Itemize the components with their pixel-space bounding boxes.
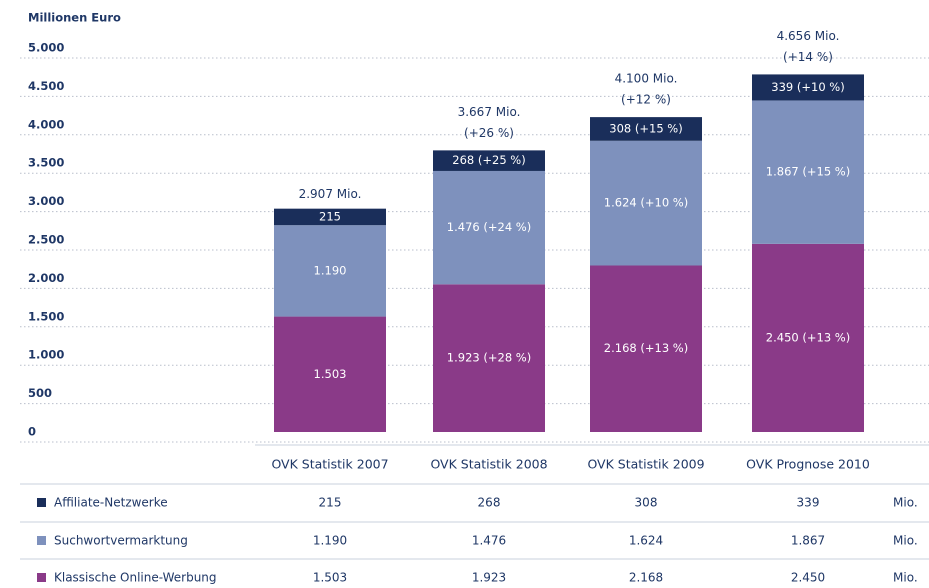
bar-value-label: 1.624 (+10 %) bbox=[604, 196, 688, 210]
table-value: 339 bbox=[797, 496, 820, 510]
x-tick-label: OVK Prognose 2010 bbox=[746, 457, 870, 472]
total-label: 4.656 Mio. bbox=[777, 29, 840, 43]
bar-value-label: 1.476 (+24 %) bbox=[447, 220, 531, 234]
bar-segment bbox=[590, 140, 702, 266]
total-label: 4.100 Mio. bbox=[615, 72, 678, 86]
bar-value-label: 308 (+15 %) bbox=[609, 121, 682, 135]
y-tick-label: 3.000 bbox=[28, 194, 64, 208]
legend-swatch bbox=[37, 536, 46, 545]
bar-segment bbox=[590, 117, 702, 141]
legend-label: Klassische Online-Werbung bbox=[54, 571, 217, 585]
y-tick-label: 1.000 bbox=[28, 348, 64, 362]
table-unit: Mio. bbox=[893, 534, 918, 548]
table-value: 1.624 bbox=[629, 534, 663, 548]
table-value: 2.450 bbox=[791, 571, 825, 585]
table-unit: Mio. bbox=[893, 496, 918, 510]
y-tick-label: 2.500 bbox=[28, 233, 64, 247]
x-tick-label: OVK Statistik 2008 bbox=[430, 457, 547, 472]
table-unit: Mio. bbox=[893, 571, 918, 585]
bar-segment bbox=[274, 316, 386, 432]
bar-segment bbox=[433, 150, 545, 171]
y-tick-label: 1.500 bbox=[28, 309, 64, 323]
y-tick-label: 4.500 bbox=[28, 79, 64, 93]
table-value: 1.867 bbox=[791, 534, 825, 548]
total-growth: (+26 %) bbox=[464, 126, 514, 140]
total-label: 3.667 Mio. bbox=[458, 105, 521, 119]
bar-value-label: 339 (+10 %) bbox=[771, 80, 844, 94]
x-tick-label: OVK Statistik 2007 bbox=[271, 457, 388, 472]
y-tick-label: 2.000 bbox=[28, 271, 64, 285]
y-axis-label: Millionen Euro bbox=[28, 11, 121, 25]
bar-segment bbox=[274, 225, 386, 317]
table-value: 268 bbox=[478, 496, 501, 510]
y-tick-label: 0 bbox=[28, 425, 36, 439]
y-tick-label: 4.000 bbox=[28, 117, 64, 131]
bar-segment bbox=[752, 243, 864, 432]
bar-value-label: 1.867 (+15 %) bbox=[766, 165, 850, 179]
bar-value-label: 1.503 bbox=[314, 367, 347, 381]
legend-swatch bbox=[37, 498, 46, 507]
bar-value-label: 268 (+25 %) bbox=[452, 153, 525, 167]
legend-swatch bbox=[37, 573, 46, 582]
total-growth: (+12 %) bbox=[621, 93, 671, 107]
total-label: 2.907 Mio. bbox=[299, 187, 362, 201]
y-tick-label: 5.000 bbox=[28, 41, 64, 55]
table-value: 1.503 bbox=[313, 571, 347, 585]
legend-label: Suchwortvermarktung bbox=[54, 534, 188, 548]
bar-value-label: 2.168 (+13 %) bbox=[604, 341, 688, 355]
bar-segment bbox=[590, 265, 702, 432]
bar-value-label: 2.450 (+13 %) bbox=[766, 330, 850, 344]
bar-segment bbox=[274, 208, 386, 226]
y-tick-label: 3.500 bbox=[28, 156, 64, 170]
table-value: 215 bbox=[319, 496, 342, 510]
legend-label: Affiliate-Netzwerke bbox=[54, 496, 168, 510]
bar-segment bbox=[752, 74, 864, 101]
table-value: 308 bbox=[635, 496, 658, 510]
y-tick-label: 500 bbox=[28, 386, 52, 400]
table-value: 2.168 bbox=[629, 571, 663, 585]
table-value: 1.923 bbox=[472, 571, 506, 585]
bar-value-label: 1.190 bbox=[314, 263, 347, 277]
bar-segment bbox=[433, 170, 545, 285]
bar-value-label: 1.923 (+28 %) bbox=[447, 351, 531, 365]
bar-segment bbox=[433, 284, 545, 432]
x-tick-label: OVK Statistik 2009 bbox=[587, 457, 704, 472]
table-value: 1.190 bbox=[313, 534, 347, 548]
table-value: 1.476 bbox=[472, 534, 506, 548]
total-growth: (+14 %) bbox=[783, 50, 833, 64]
bar-value-label: 215 bbox=[319, 209, 341, 223]
bar-segment bbox=[752, 100, 864, 244]
